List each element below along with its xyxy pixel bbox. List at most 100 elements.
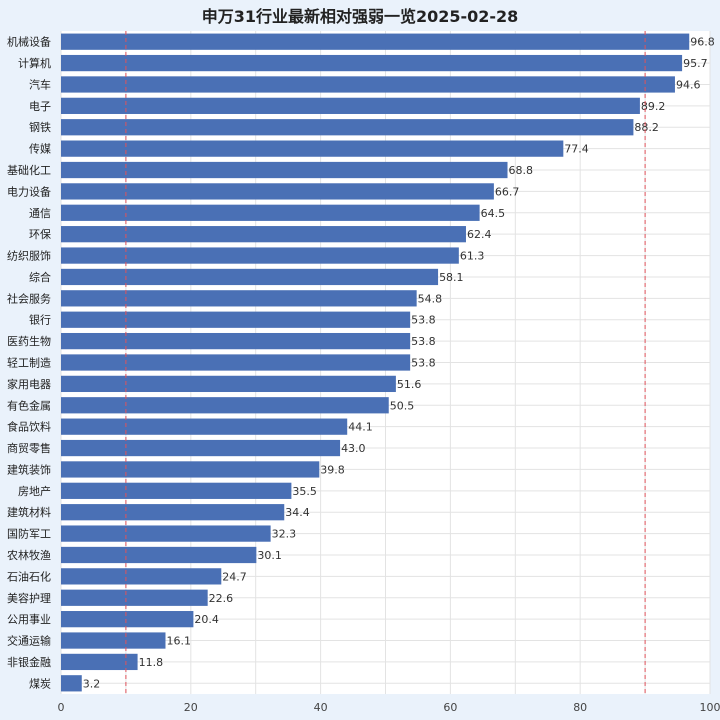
bar [61, 183, 494, 200]
category-label: 轻工制造 [7, 356, 51, 370]
data-label: 43.0 [341, 442, 366, 455]
data-label: 95.7 [683, 57, 708, 70]
bar [61, 161, 508, 179]
category-label: 有色金属 [7, 398, 51, 412]
bar [61, 418, 348, 435]
bar [61, 311, 411, 328]
data-label: 53.8 [411, 357, 436, 370]
category-label: 传媒 [29, 143, 51, 156]
bar [61, 290, 417, 307]
category-label: 房地产 [18, 484, 51, 498]
category-label: 基础化工 [7, 163, 51, 177]
chart-title: 申万31行业最新相对强弱一览2025-02-28 [201, 7, 519, 26]
data-label: 30.1 [257, 549, 282, 562]
data-label: 53.8 [411, 314, 436, 327]
bar [61, 482, 292, 499]
data-label: 54.8 [418, 292, 443, 305]
bar [61, 461, 320, 478]
bar [61, 226, 466, 243]
x-tick-label: 40 [314, 701, 328, 714]
data-label: 94.6 [676, 78, 701, 91]
data-label: 11.8 [139, 656, 164, 669]
category-label: 食品饮料 [7, 420, 51, 434]
data-label: 58.1 [439, 271, 464, 284]
data-label: 35.5 [292, 485, 317, 498]
bar [61, 54, 683, 72]
data-label: 66.7 [495, 185, 520, 198]
category-label: 通信 [29, 207, 51, 220]
data-label: 51.6 [397, 378, 422, 391]
bar [61, 568, 222, 585]
data-label: 34.4 [285, 506, 310, 519]
bar [61, 119, 634, 136]
bar [61, 247, 459, 264]
category-label: 家用电器 [7, 377, 51, 391]
bar [61, 653, 138, 671]
x-tick-label: 0 [58, 701, 65, 714]
x-tick-label: 20 [184, 701, 198, 714]
category-label: 银行 [29, 313, 51, 327]
category-label: 机械设备 [7, 35, 51, 49]
category-label: 建筑材料 [7, 505, 51, 519]
category-label: 商贸零售 [7, 441, 51, 455]
category-label: 电子 [29, 100, 51, 113]
bar [61, 97, 640, 114]
bar [61, 76, 675, 93]
category-label: 石油石化 [7, 569, 51, 583]
bar [61, 546, 257, 564]
bar [61, 204, 480, 221]
category-label: 交通运输 [7, 634, 51, 648]
data-label: 50.5 [390, 399, 415, 412]
bar [61, 375, 396, 393]
data-label: 96.8 [690, 36, 715, 49]
data-label: 61.3 [460, 250, 485, 263]
x-tick-label: 100 [700, 701, 720, 714]
x-tick-label: 60 [443, 701, 457, 714]
data-label: 20.4 [194, 613, 219, 626]
data-label: 89.2 [641, 100, 666, 113]
category-label: 计算机 [18, 56, 51, 70]
category-label: 农林牧渔 [7, 548, 51, 562]
x-tick-label: 80 [573, 701, 587, 714]
bar [61, 675, 82, 692]
category-label: 综合 [29, 270, 51, 284]
category-label: 纺织服饰 [7, 249, 51, 263]
data-label: 77.4 [564, 143, 589, 156]
data-label: 3.2 [83, 677, 101, 690]
category-label: 煤炭 [29, 677, 51, 690]
data-label: 22.6 [209, 592, 234, 605]
data-label: 32.3 [272, 528, 297, 541]
category-label: 汽车 [29, 77, 51, 91]
category-label: 国防军工 [7, 527, 51, 541]
category-label: 医药生物 [7, 334, 51, 348]
bar [61, 525, 271, 542]
data-label: 39.8 [320, 463, 345, 476]
bar [61, 354, 411, 371]
data-label: 44.1 [348, 421, 373, 434]
bar [61, 397, 389, 414]
category-label: 美容护理 [7, 591, 51, 605]
data-label: 64.5 [481, 207, 506, 220]
data-label: 24.7 [222, 570, 247, 583]
bar [61, 504, 285, 521]
bar [61, 439, 341, 457]
category-label: 电力设备 [7, 184, 51, 198]
category-label: 钢铁 [29, 121, 51, 134]
bar [61, 611, 194, 628]
bar [61, 268, 439, 286]
bar [61, 589, 208, 606]
bar [61, 632, 166, 649]
data-label: 88.2 [634, 121, 659, 134]
bar [61, 140, 564, 157]
category-label: 社会服务 [7, 291, 51, 305]
bar [61, 33, 690, 50]
data-label: 53.8 [411, 335, 436, 348]
data-label: 68.8 [509, 164, 533, 177]
bar [61, 332, 411, 350]
data-label: 62.4 [467, 228, 492, 241]
category-label: 公用事业 [7, 613, 51, 626]
category-label: 环保 [29, 227, 51, 241]
data-label: 16.1 [166, 635, 191, 648]
